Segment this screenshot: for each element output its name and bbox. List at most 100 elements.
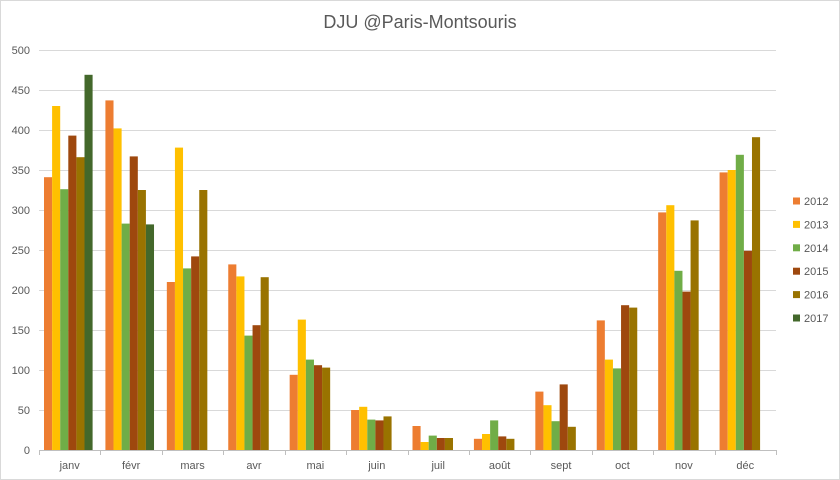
bar-2013-avr <box>236 276 245 450</box>
x-tick-label: mai <box>307 460 325 472</box>
bar-2013-nov <box>666 205 675 450</box>
bar-2016-avr <box>260 277 269 450</box>
bar-2016-déc <box>751 137 761 450</box>
y-tick-label: 50 <box>18 405 30 417</box>
x-tick-label: juil <box>430 460 444 472</box>
bar-2015-mai <box>313 365 323 450</box>
bar-2013-juil <box>420 442 429 450</box>
x-tick-label: déc <box>736 460 754 472</box>
x-tick-label: oct <box>615 460 630 472</box>
y-tick-label: 450 <box>12 85 30 97</box>
y-tick-label: 0 <box>24 445 30 457</box>
legend-swatch <box>793 291 800 299</box>
y-tick-label: 200 <box>12 285 30 297</box>
legend-swatch <box>793 197 800 205</box>
bar-2016-juil <box>444 438 453 450</box>
chart-title: DJU @Paris-Montsouris <box>323 12 517 32</box>
bar-2014-oct <box>612 368 622 450</box>
legend: 2012 2013 2014 2015 2016 2017 <box>793 196 828 325</box>
bar-2017-janv <box>84 74 93 451</box>
bar-2016-oct <box>629 307 638 450</box>
x-tick-label: sept <box>551 460 572 472</box>
bar-2012-août <box>473 438 483 450</box>
bar-2015-juin <box>375 420 384 450</box>
bar-2014-mai <box>305 359 314 450</box>
y-tick-label: 100 <box>12 365 30 377</box>
x-tick-label: nov <box>675 460 693 472</box>
bar-2014-sept <box>551 421 560 450</box>
bar-2014-déc <box>735 154 744 451</box>
bar-2013-oct <box>604 359 613 450</box>
bar-2012-déc <box>719 172 728 450</box>
legend-swatch <box>793 220 800 228</box>
bar-2013-août <box>482 434 491 450</box>
bar-2014-févr <box>121 223 130 450</box>
bar-2016-juin <box>383 416 392 450</box>
y-tick-label: 400 <box>12 125 30 137</box>
legend-label: 2016 <box>804 290 828 302</box>
bar-2016-sept <box>567 426 576 450</box>
bar-2012-févr <box>105 100 114 451</box>
bar-2014-nov <box>674 270 683 450</box>
bar-2015-déc <box>743 250 752 450</box>
bar-2015-oct <box>621 305 630 450</box>
y-tick-label: 350 <box>12 165 30 177</box>
bar-2016-mars <box>199 190 208 450</box>
bar-2013-juin <box>359 406 368 450</box>
bar-2014-mars <box>183 268 192 450</box>
bar-2016-nov <box>690 220 699 450</box>
bar-2016-janv <box>76 157 85 450</box>
gridlines <box>39 50 776 411</box>
x-tick-label: mars <box>180 460 205 472</box>
x-tick-label: janv <box>59 460 81 472</box>
bar-2014-avr <box>244 335 253 450</box>
bar-2015-janv <box>68 135 77 450</box>
bar-2013-sept <box>543 405 552 450</box>
x-tick-label: juin <box>367 460 385 472</box>
legend-label: 2017 <box>804 313 828 325</box>
y-tick-label: 150 <box>12 325 30 337</box>
bar-2017-févr <box>145 224 155 450</box>
bar-2015-sept <box>559 384 568 450</box>
x-tick-label: avr <box>246 460 262 472</box>
bar-2015-août <box>498 436 507 450</box>
bar-2016-août <box>506 438 515 450</box>
bar-2014-janv <box>60 189 69 450</box>
legend-swatch <box>793 314 800 322</box>
bar-2013-mars <box>174 147 184 450</box>
bar-2015-mars <box>191 256 200 450</box>
bar-2013-déc <box>727 170 736 450</box>
bar-2012-juil <box>412 426 421 450</box>
bar-2015-juil <box>436 438 445 450</box>
legend-label: 2012 <box>804 196 828 208</box>
legend-label: 2015 <box>804 266 828 278</box>
bar-2016-févr <box>137 190 146 450</box>
bar-2013-févr <box>113 128 122 450</box>
y-tick-label: 500 <box>12 45 30 57</box>
bar-2014-juil <box>428 435 437 450</box>
legend-swatch <box>793 244 800 252</box>
bar-2012-mai <box>289 374 298 450</box>
bar-2012-avr <box>228 264 237 450</box>
bar-2014-août <box>490 420 499 450</box>
bar-2012-mars <box>166 282 175 450</box>
bar-2012-nov <box>658 212 667 450</box>
bar-2016-mai <box>322 367 331 450</box>
bar-2015-avr <box>252 325 261 450</box>
bar-2012-oct <box>596 320 605 450</box>
legend-swatch <box>793 267 800 275</box>
bar-2012-janv <box>44 177 53 450</box>
y-tick-label: 300 <box>12 205 30 217</box>
legend-label: 2013 <box>804 219 828 231</box>
x-tick-label: févr <box>122 460 141 472</box>
bar-2015-nov <box>682 291 691 450</box>
legend-label: 2014 <box>804 243 828 255</box>
bar-2012-juin <box>351 410 360 450</box>
y-tick-label: 250 <box>12 245 30 257</box>
bars <box>44 74 761 451</box>
bar-2015-févr <box>129 156 138 450</box>
bar-2012-sept <box>535 391 544 450</box>
bar-2014-juin <box>367 419 376 450</box>
x-tick-label: août <box>489 460 510 472</box>
